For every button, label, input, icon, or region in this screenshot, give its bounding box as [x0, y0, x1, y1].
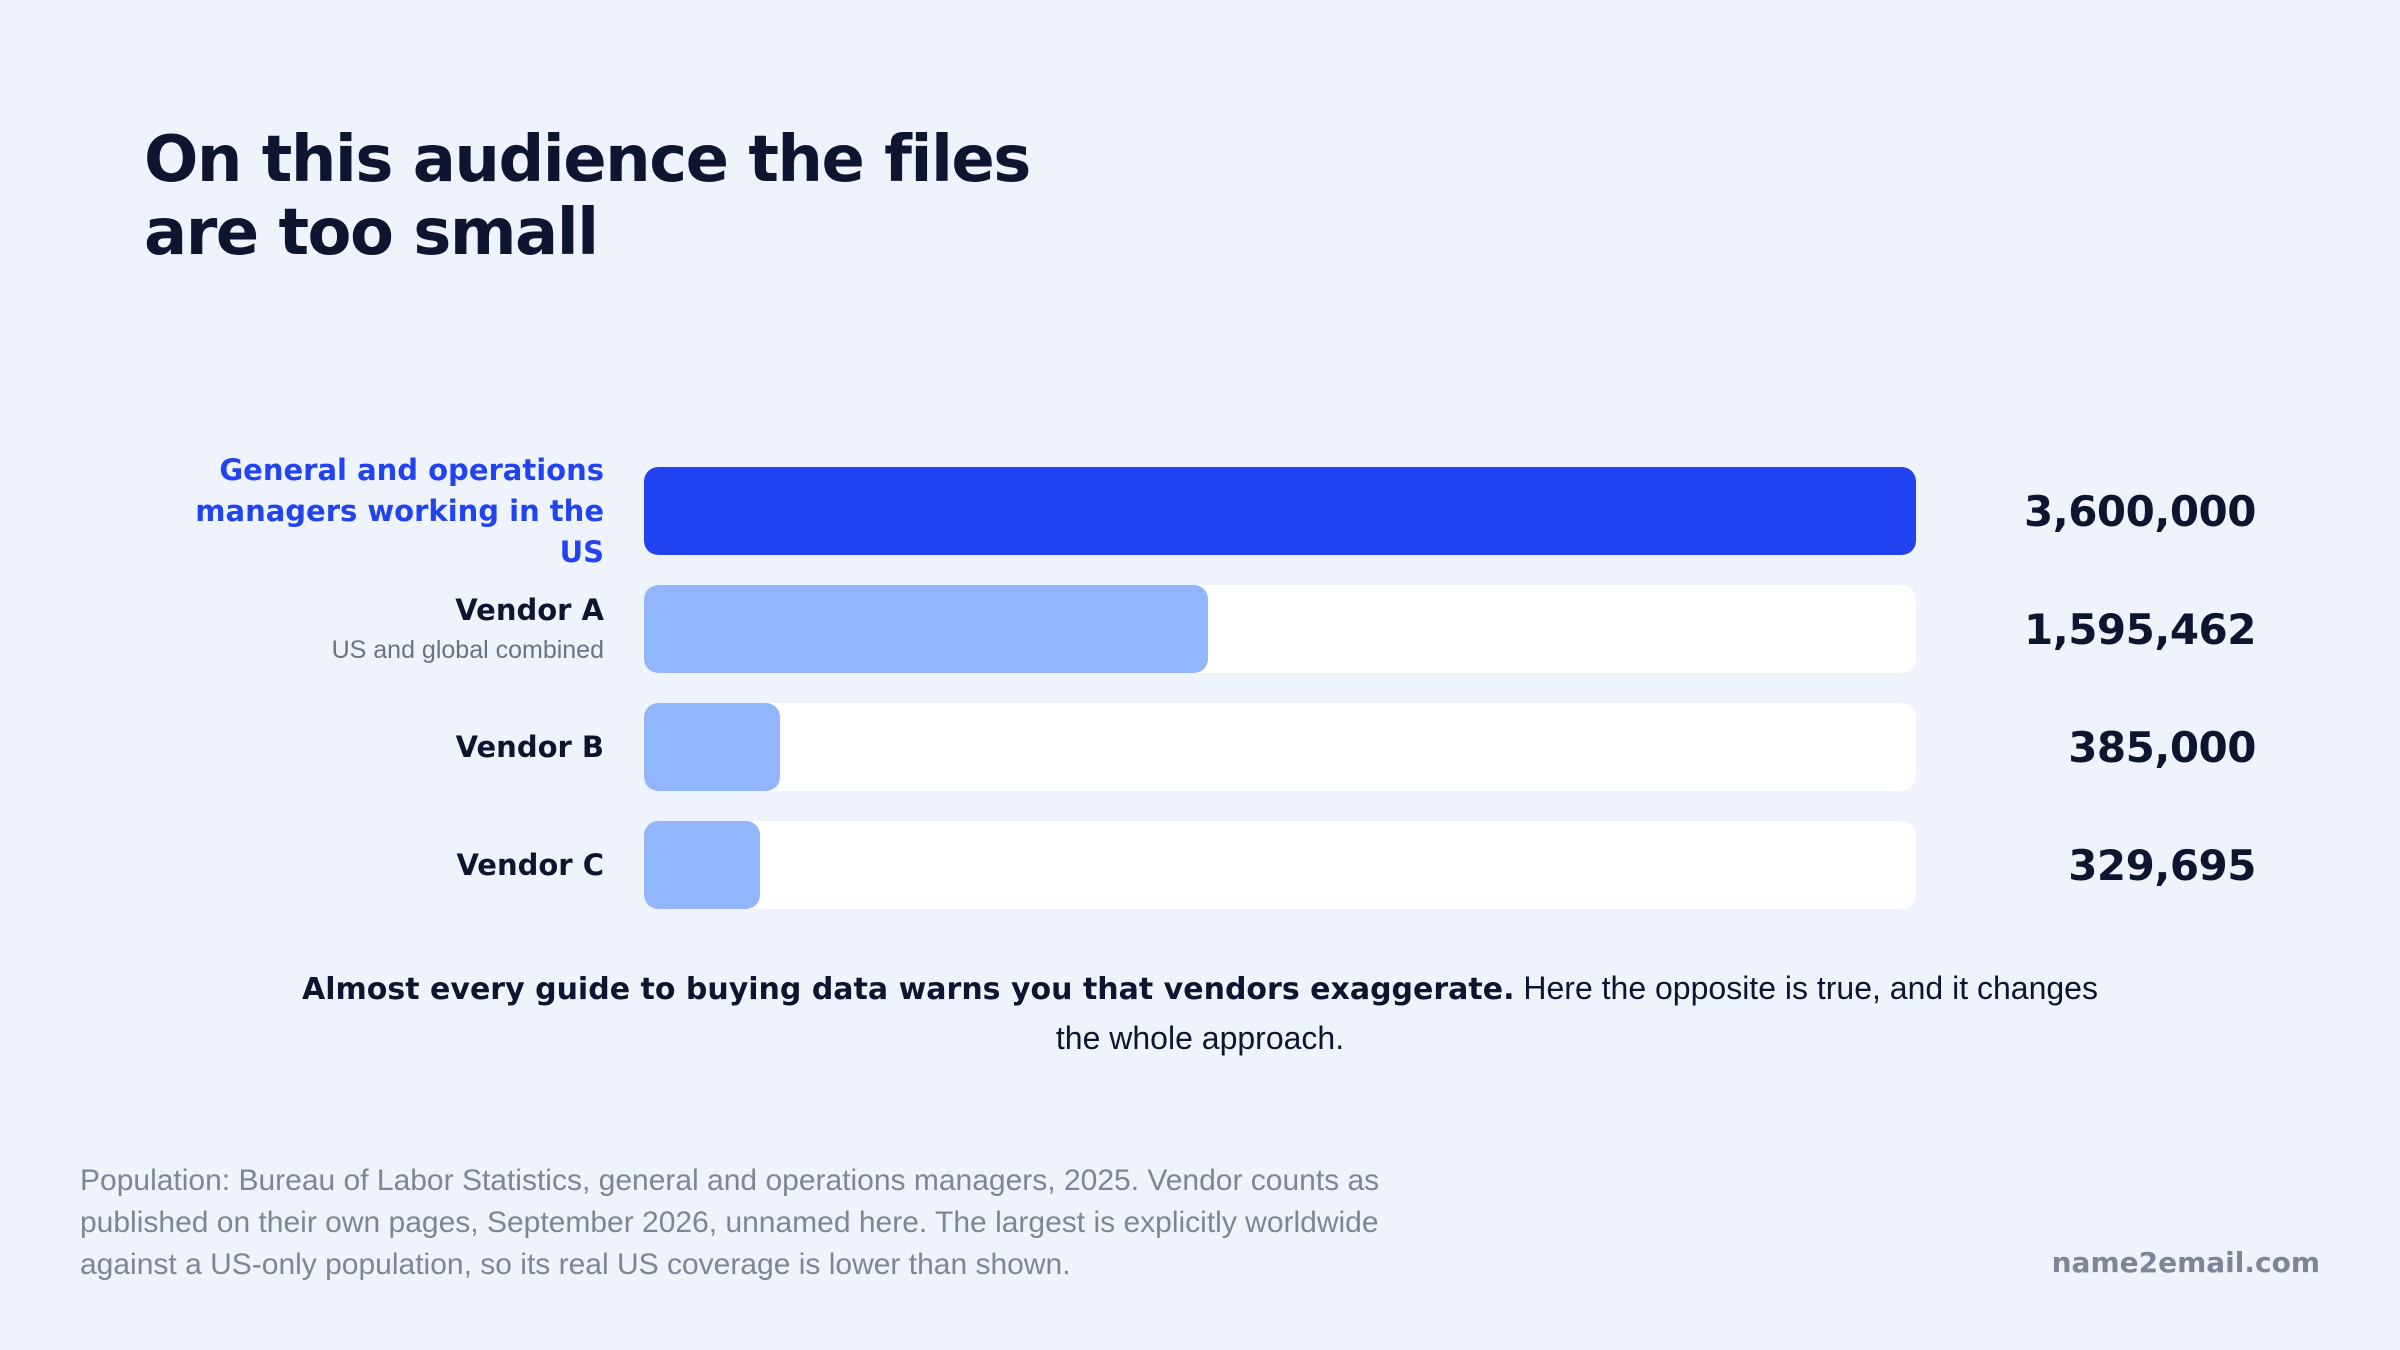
value-label: 385,000: [2068, 722, 2256, 772]
category-label: Vendor A: [455, 592, 604, 627]
value-label: 1,595,462: [2024, 604, 2256, 654]
bar-track: [644, 585, 1916, 673]
takeaway-bold: Almost every guide to buying data warns …: [302, 972, 1515, 1007]
bar-row: General and operations managers working …: [0, 453, 2400, 569]
bar: [644, 821, 761, 909]
bar-label-group: General and operations managers working …: [84, 453, 604, 569]
category-label: Vendor C: [456, 847, 604, 882]
bar-row: Vendor C 329,695: [0, 821, 2400, 909]
source-note: Population: Bureau of Labor Statistics, …: [80, 1164, 1380, 1281]
chart-title: On this audience the files are too small: [144, 123, 1031, 270]
category-label: Vendor B: [455, 729, 604, 764]
category-sublabel: US and global combined: [331, 635, 604, 664]
value-label: 3,600,000: [2024, 486, 2256, 536]
bar-track: [644, 821, 1916, 909]
bar: [644, 703, 781, 791]
bar-row: Vendor B 385,000: [0, 703, 2400, 791]
bar-label-group: Vendor A US and global combined: [84, 585, 604, 673]
brand-logo-text: name2email.com: [2051, 1246, 2320, 1279]
value-label: 329,695: [2068, 840, 2256, 890]
takeaway-text: Almost every guide to buying data warns …: [300, 964, 2100, 1062]
takeaway-rest: Here the opposite is true, and it change…: [1055, 970, 2098, 1056]
bar: [644, 585, 1208, 673]
bar-track: [644, 703, 1916, 791]
bar-track: [644, 467, 1916, 555]
bar-label-group: Vendor B: [84, 703, 604, 791]
bar: [644, 467, 1916, 555]
bar-row: Vendor A US and global combined 1,595,462: [0, 585, 2400, 673]
bar-label-group: Vendor C: [84, 821, 604, 909]
category-label: General and operations managers working …: [195, 452, 604, 569]
